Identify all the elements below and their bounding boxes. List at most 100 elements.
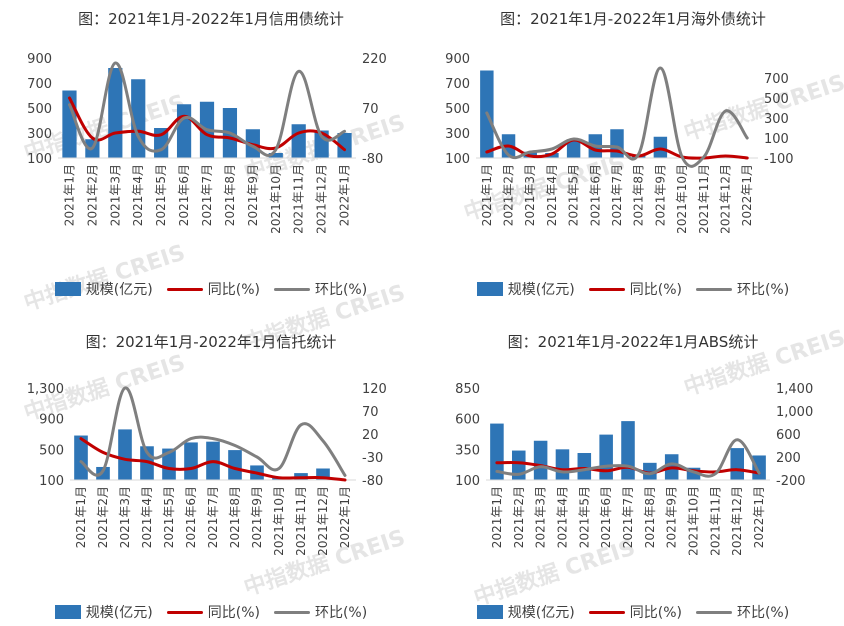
bar — [752, 455, 766, 480]
legend-mom-label: 环比(%) — [314, 282, 368, 298]
x-tick-label: 2021年11月 — [294, 486, 308, 556]
x-tick-label: 2021年7月 — [621, 486, 635, 548]
x-tick-label: 2021年3月 — [523, 164, 537, 226]
x-tick-label: 2021年1月 — [74, 486, 88, 548]
mom-series-line — [79, 386, 347, 477]
bar — [643, 462, 657, 480]
x-tick-label: 2021年12月 — [316, 486, 330, 556]
chart-legend: 规模(亿元) 同比(%) 环比(%) — [0, 602, 422, 622]
y-right-tick-label: 20 — [362, 428, 379, 443]
y-right-tick-label: 70 — [362, 102, 379, 117]
chart-svg: 100 350 600 850 -200 200 600 1,000 1,400 2021年1月 2… — [455, 382, 813, 556]
y-right-tick-label: -30 — [362, 451, 383, 466]
x-tick-label: 2021年6月 — [588, 164, 602, 226]
y-right-tick-label: 70 — [362, 405, 379, 420]
y-right-tick-label: 600 — [776, 428, 801, 443]
y-right-tick-label: 100 — [764, 132, 789, 147]
chart-svg: 100 300 500 700 900 -80 70 220 2021年1月 2021年2月 202… — [27, 52, 387, 234]
x-tick-label: 2021年4月 — [545, 164, 559, 226]
y-left-tick-label: 300 — [27, 127, 52, 142]
x-tick-label: 2022年1月 — [338, 164, 352, 226]
bar — [566, 139, 581, 158]
x-tick-label: 2021年5月 — [154, 164, 168, 226]
legend-bar-label: 规模(亿元) — [507, 605, 575, 621]
legend-mom-swatch — [695, 610, 732, 614]
chart-legend: 规模(亿元) 同比(%) 环比(%) — [0, 279, 422, 299]
chart-title: 图：2021年1月-2022年1月ABS统计 — [507, 333, 759, 351]
x-tick-label: 2021年10月 — [687, 486, 701, 556]
bar — [610, 129, 624, 158]
mom-series-line — [485, 66, 749, 168]
x-tick-label: 2021年1月 — [490, 486, 504, 548]
x-tick-label: 2021年6月 — [599, 486, 613, 548]
legend-mom-swatch — [695, 287, 732, 291]
y-left-tick-label: 900 — [39, 413, 64, 428]
bar — [730, 448, 745, 480]
bar — [96, 466, 110, 480]
x-tick-label: 2021年5月 — [162, 486, 176, 548]
y-right-tick-label: 1,400 — [776, 382, 813, 397]
bar — [621, 421, 635, 480]
legend-item-bar: 规模(亿元) — [476, 602, 575, 622]
x-tick-label: 2021年10月 — [269, 164, 283, 234]
x-tick-label: 2021年4月 — [555, 486, 569, 548]
x-tick-label: 2021年9月 — [665, 486, 679, 548]
bar — [316, 468, 330, 480]
y-right-tick-label: -80 — [362, 474, 383, 489]
y-left-tick-label: 100 — [455, 474, 480, 489]
legend-yoy-swatch — [588, 287, 625, 291]
y-left-tick-label: 900 — [27, 52, 52, 67]
x-tick-label: 2021年4月 — [131, 164, 145, 226]
chart-title: 图：2021年1月-2022年1月信用债统计 — [78, 10, 344, 28]
x-tick-label: 2021年12月 — [718, 164, 732, 234]
x-tick-label: 2021年1月 — [62, 164, 76, 226]
legend-item-bar: 规模(亿元) — [476, 279, 575, 299]
legend-mom-swatch — [273, 610, 310, 614]
legend-yoy-swatch — [166, 610, 203, 614]
legend-item-mom: 环比(%) — [273, 279, 368, 299]
chart-panel-abs: 图：2021年1月-2022年1月ABS统计 100 350 600 850 -200 2… — [422, 313, 844, 626]
legend-item-yoy: 同比(%) — [166, 279, 260, 299]
legend-bar-swatch — [476, 605, 503, 619]
x-tick-label: 2022年1月 — [338, 486, 352, 548]
legend-bar-swatch — [54, 605, 81, 619]
x-tick-label: 2022年1月 — [752, 486, 766, 548]
chart-panel-credit-bond: 图：2021年1月-2022年1月信用债统计 100 300 500 700 900 -8… — [0, 0, 422, 313]
x-tick-label: 2021年2月 — [85, 164, 99, 226]
legend-mom-label: 环比(%) — [736, 282, 790, 298]
legend-item-yoy: 同比(%) — [588, 279, 682, 299]
legend-bar-label: 规模(亿元) — [85, 282, 153, 298]
chart-title: 图：2021年1月-2022年1月信托统计 — [85, 333, 337, 351]
x-tick-label: 2021年3月 — [108, 164, 122, 226]
y-right-tick-label: 120 — [362, 382, 387, 397]
y-left-tick-label: 350 — [455, 443, 480, 458]
legend-bar-swatch — [54, 282, 81, 296]
y-left-tick-label: 700 — [445, 77, 470, 92]
bar — [184, 442, 198, 480]
x-tick-label: 2021年8月 — [632, 164, 646, 226]
legend-yoy-label: 同比(%) — [629, 605, 682, 621]
mom-series-line — [495, 438, 761, 478]
legend-bar-swatch — [476, 282, 503, 296]
mom-series-line — [68, 61, 346, 157]
bar — [162, 448, 176, 480]
x-tick-label: 2021年6月 — [184, 486, 198, 548]
x-tick-label: 2021年12月 — [730, 486, 744, 556]
bar — [337, 133, 352, 158]
bar — [314, 130, 329, 158]
x-tick-label: 2021年3月 — [118, 486, 132, 548]
y-left-tick-label: 100 — [445, 152, 470, 167]
y-left-tick-label: 900 — [445, 52, 470, 67]
x-tick-label: 2021年2月 — [502, 164, 516, 226]
x-tick-label: 2021年5月 — [577, 486, 591, 548]
chart-legend: 规模(亿元) 同比(%) 环比(%) — [422, 279, 844, 299]
bar — [490, 423, 504, 480]
y-left-tick-label: 1,300 — [27, 382, 64, 397]
y-right-tick-label: 1,000 — [776, 405, 813, 420]
y-right-tick-label: 300 — [764, 112, 789, 127]
x-tick-label: 2021年8月 — [223, 164, 237, 226]
x-tick-label: 2021年11月 — [708, 486, 722, 556]
legend-yoy-swatch — [166, 287, 203, 291]
y-left-tick-label: 700 — [27, 77, 52, 92]
bar — [131, 79, 146, 158]
